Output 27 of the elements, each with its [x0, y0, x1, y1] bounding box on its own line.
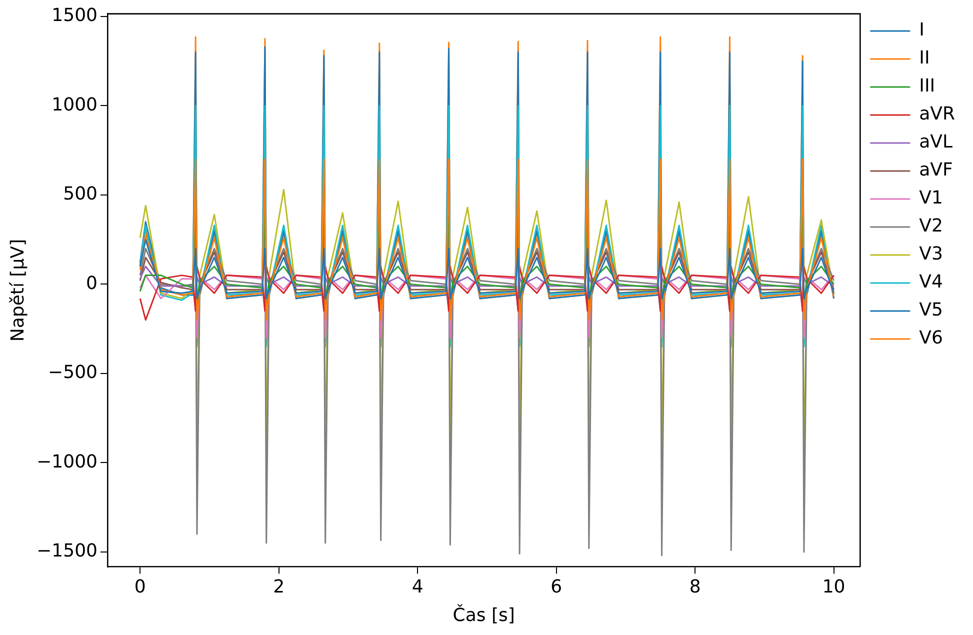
- y-tick-label: −1000: [36, 451, 98, 472]
- legend-label: aVR: [919, 104, 956, 125]
- x-tick-label: 4: [412, 576, 424, 598]
- y-tick-label: 1500: [52, 5, 98, 26]
- y-axis-title: Napětí [μV]: [7, 239, 28, 342]
- legend-label: I: [919, 20, 924, 41]
- legend-label: III: [919, 76, 936, 97]
- legend-label: V5: [919, 300, 943, 321]
- y-tick-label: 1000: [52, 94, 98, 116]
- x-axis-title: Čas [s]: [452, 604, 515, 626]
- legend-label: II: [919, 48, 930, 69]
- y-tick-label: 500: [63, 184, 98, 205]
- y-tick-label: −500: [48, 362, 98, 384]
- x-tick-label: 0: [134, 576, 146, 598]
- legend-label: V1: [919, 188, 943, 209]
- legend-label: V6: [919, 328, 943, 349]
- x-tick-label: 10: [822, 576, 846, 598]
- legend-label: aVF: [919, 160, 953, 181]
- x-tick-label: 6: [550, 576, 562, 598]
- legend-label: V3: [919, 244, 943, 265]
- legend-label: aVL: [919, 132, 953, 153]
- legend-label: V2: [919, 216, 943, 237]
- x-tick-label: 2: [273, 576, 285, 598]
- y-tick-label: −1500: [36, 540, 98, 562]
- legend-label: V4: [919, 272, 943, 293]
- x-tick-label: 8: [689, 576, 701, 598]
- y-tick-label: 0: [86, 272, 98, 294]
